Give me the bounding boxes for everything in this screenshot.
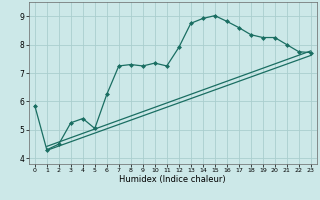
X-axis label: Humidex (Indice chaleur): Humidex (Indice chaleur)	[119, 175, 226, 184]
